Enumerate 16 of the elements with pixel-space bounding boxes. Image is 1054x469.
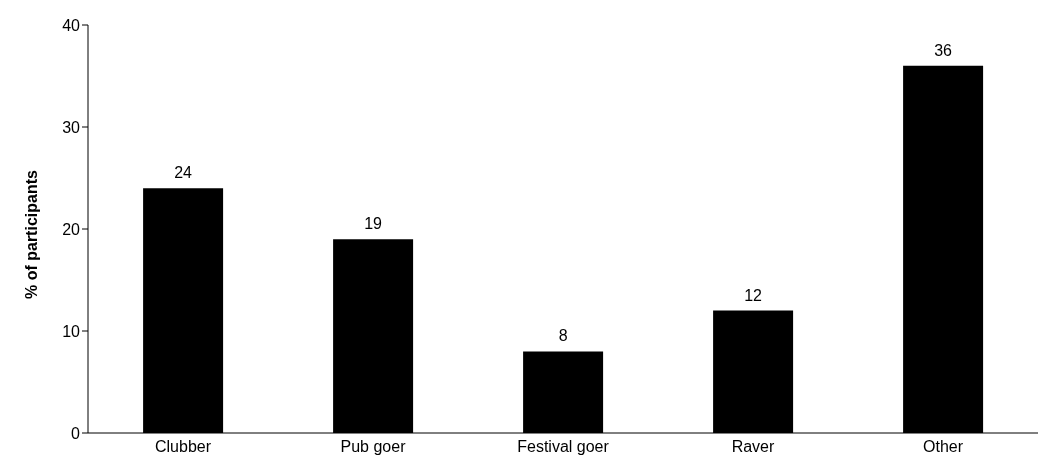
x-tick-label: Raver — [731, 438, 776, 456]
data-label: 19 — [364, 215, 383, 233]
y-axis-title: % of participants — [22, 169, 40, 299]
y-tick-label: 10 — [62, 322, 81, 340]
y-tick-label: 30 — [62, 118, 81, 136]
y-tick-label: 20 — [62, 220, 81, 238]
y-tick-label: 0 — [71, 424, 81, 442]
data-label: 24 — [174, 164, 193, 182]
x-tick-label: Pub goer — [340, 438, 407, 456]
y-tick-label: 40 — [62, 16, 81, 34]
data-label: 8 — [558, 327, 568, 345]
x-tick-label: Clubber — [154, 438, 212, 456]
data-label: 36 — [934, 41, 953, 59]
x-tick-label: Festival goer — [517, 438, 610, 456]
data-label: 12 — [744, 286, 763, 304]
x-tick-label: Other — [922, 438, 964, 456]
